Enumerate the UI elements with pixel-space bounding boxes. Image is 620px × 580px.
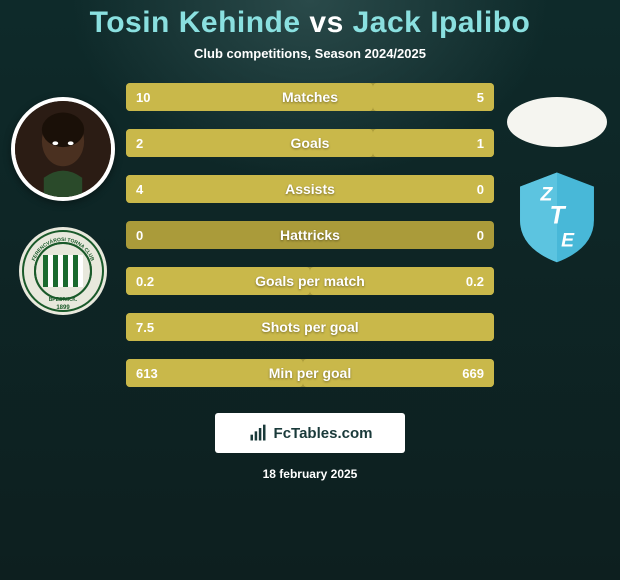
stat-value-right: 0 bbox=[477, 228, 484, 243]
stat-label: Goals bbox=[291, 135, 330, 151]
stat-row: 10 Matches 5 bbox=[126, 83, 494, 111]
stat-row: 4 Assists 0 bbox=[126, 175, 494, 203]
date-text: 18 february 2025 bbox=[0, 467, 620, 481]
bar-fill-left bbox=[126, 129, 373, 157]
stat-label: Hattricks bbox=[280, 227, 340, 243]
stat-row: 0.2 Goals per match 0.2 bbox=[126, 267, 494, 295]
content-root: Tosin Kehinde vs Jack Ipalibo Club compe… bbox=[0, 0, 620, 580]
stat-value-left: 0.2 bbox=[136, 274, 154, 289]
stat-label: Min per goal bbox=[269, 365, 351, 381]
title-vs: vs bbox=[309, 6, 343, 39]
stat-value-left: 613 bbox=[136, 366, 158, 381]
page-title: Tosin Kehinde vs Jack Ipalibo bbox=[0, 6, 620, 40]
stat-value-right: 0.2 bbox=[466, 274, 484, 289]
right-side: Z T E bbox=[502, 79, 612, 261]
crest-right-icon: Z T E bbox=[513, 169, 601, 266]
title-player1: Tosin Kehinde bbox=[90, 6, 301, 39]
stat-value-right: 5 bbox=[477, 90, 484, 105]
svg-text:BPEST.IX.K.: BPEST.IX.K. bbox=[49, 297, 78, 303]
player2-club-crest: Z T E bbox=[513, 173, 601, 261]
person-icon bbox=[15, 101, 111, 197]
svg-text:1899: 1899 bbox=[56, 305, 70, 311]
stat-label: Matches bbox=[282, 89, 338, 105]
stat-row: 613 Min per goal 669 bbox=[126, 359, 494, 387]
svg-text:T: T bbox=[549, 202, 566, 229]
player2-avatar bbox=[507, 97, 607, 147]
svg-text:E: E bbox=[561, 229, 575, 251]
stat-value-right: 0 bbox=[477, 182, 484, 197]
stat-value-left: 2 bbox=[136, 136, 143, 151]
main-row: FERENCVÁROSI TORNA CLUB BPEST.IX.K. 1899… bbox=[0, 79, 620, 387]
left-side: FERENCVÁROSI TORNA CLUB BPEST.IX.K. 1899 bbox=[8, 79, 118, 315]
player1-avatar bbox=[11, 97, 115, 201]
crest-left-icon: FERENCVÁROSI TORNA CLUB BPEST.IX.K. 1899 bbox=[19, 227, 107, 315]
stat-value-left: 0 bbox=[136, 228, 143, 243]
stat-label: Assists bbox=[285, 181, 335, 197]
stat-label: Goals per match bbox=[255, 273, 365, 289]
stat-row: 2 Goals 1 bbox=[126, 129, 494, 157]
stat-value-left: 4 bbox=[136, 182, 143, 197]
chart-icon bbox=[248, 423, 268, 443]
stat-value-left: 7.5 bbox=[136, 320, 154, 335]
title-player2: Jack Ipalibo bbox=[353, 6, 531, 39]
subtitle: Club competitions, Season 2024/2025 bbox=[0, 46, 620, 61]
stat-row: 7.5 Shots per goal bbox=[126, 313, 494, 341]
stat-value-left: 10 bbox=[136, 90, 150, 105]
stat-row: 0 Hattricks 0 bbox=[126, 221, 494, 249]
stats-column: 10 Matches 5 2 Goals 1 4 Assists 0 0 Hattricks 0 0.2… bbox=[118, 79, 502, 387]
player1-club-crest: FERENCVÁROSI TORNA CLUB BPEST.IX.K. 1899 bbox=[19, 227, 107, 315]
branding-badge: FcTables.com bbox=[215, 413, 405, 453]
stat-value-right: 1 bbox=[477, 136, 484, 151]
stat-value-right: 669 bbox=[462, 366, 484, 381]
stat-label: Shots per goal bbox=[261, 319, 358, 335]
branding-text: FcTables.com bbox=[274, 425, 373, 442]
